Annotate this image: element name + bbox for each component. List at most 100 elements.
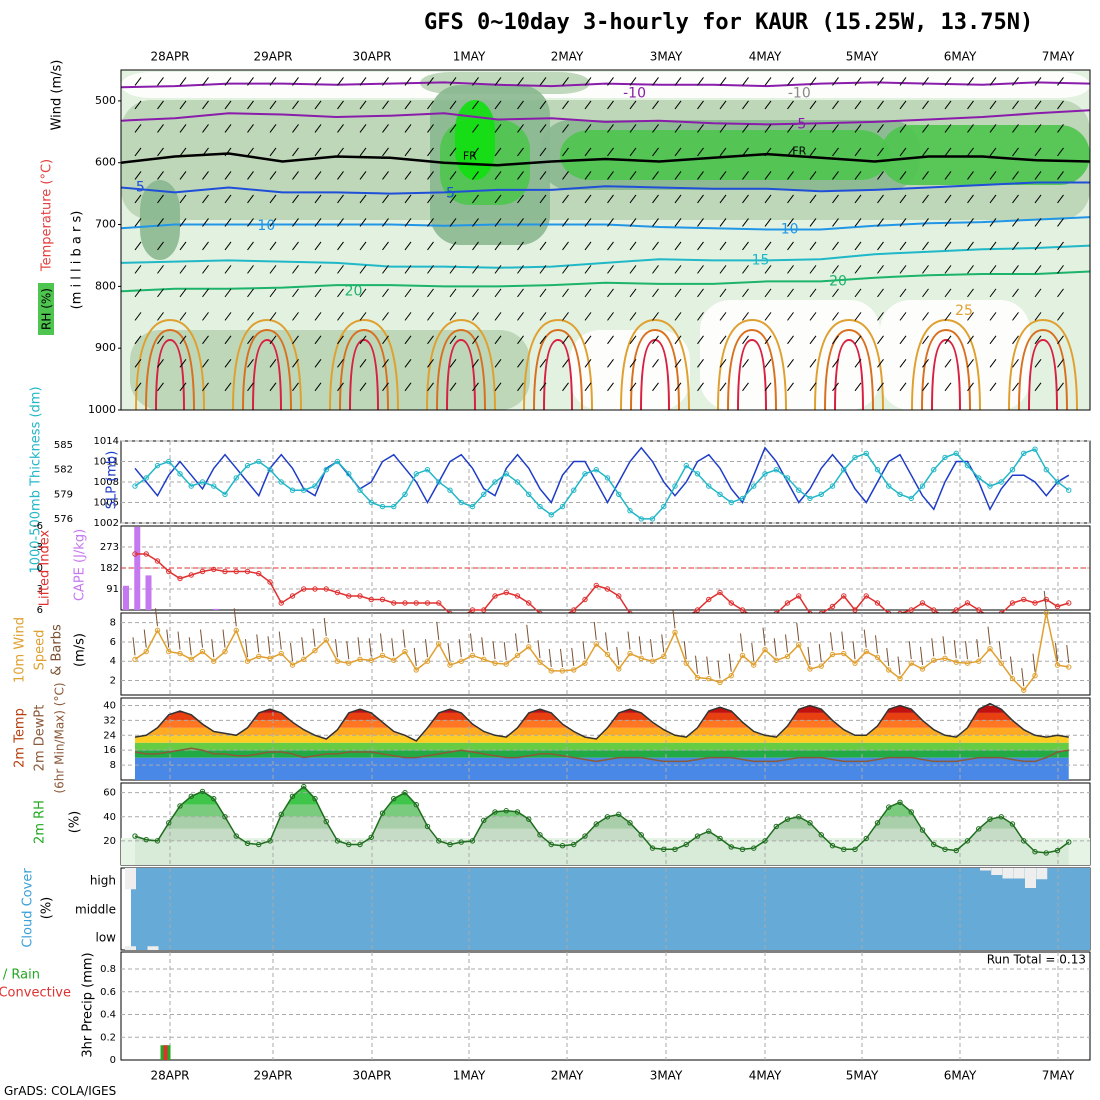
wind10-axis-label: 10m Wind — [13, 617, 28, 683]
wind-barb — [269, 288, 277, 298]
wind-barb — [584, 194, 592, 204]
cloud-high-bar — [991, 868, 1003, 875]
wind-barb — [922, 312, 929, 321]
surface-wind-barb — [200, 629, 203, 648]
wind-barb — [337, 288, 344, 298]
wind-barb — [202, 335, 209, 345]
wind-barb — [787, 241, 794, 251]
wind-speed-point — [188, 656, 194, 663]
wind-barb — [539, 171, 547, 180]
wind-barb — [562, 382, 569, 392]
wind-barb — [1012, 77, 1019, 86]
wind-speed-point — [402, 648, 408, 655]
wind-barb — [697, 100, 704, 110]
thickness-point — [942, 454, 948, 461]
wind-barb — [607, 288, 614, 298]
precip-tick-label: 0 — [110, 1055, 116, 1066]
boundary-contour — [232, 318, 302, 411]
wind-speed-point — [458, 658, 464, 664]
wind-barb — [899, 241, 907, 251]
wind-barb — [157, 241, 164, 251]
wind-barb — [652, 335, 659, 345]
wind-barb — [854, 194, 862, 204]
wind-barb — [314, 124, 322, 133]
rh-shading — [130, 330, 530, 410]
wind-barb — [202, 265, 209, 274]
wind-barb — [427, 241, 434, 251]
thickness-point — [503, 471, 509, 477]
lifted-index-point — [976, 607, 982, 613]
lifted-index-point — [908, 607, 914, 613]
wind-barb — [697, 194, 704, 204]
boundary-contour — [349, 338, 379, 411]
surface-wind-barb — [155, 608, 158, 627]
wind-barb — [179, 359, 187, 368]
wind-barb — [382, 194, 389, 204]
surface-wind-barb — [425, 639, 428, 658]
wind-speed-point — [1054, 662, 1061, 668]
rh-shading — [455, 100, 495, 180]
wind-barb — [899, 359, 907, 368]
wind-barb — [652, 194, 659, 204]
cloud-high-bar — [1013, 868, 1025, 879]
wind-barb — [292, 194, 299, 204]
wind-barb — [674, 77, 682, 86]
wind-barb — [292, 312, 299, 321]
wind-barb — [764, 359, 772, 368]
wind-barb — [944, 218, 952, 227]
cape-bar — [213, 608, 219, 610]
wind-barb — [517, 194, 524, 204]
lifted-index-point — [1066, 600, 1072, 606]
temp-axis-label: 2m Temp — [13, 708, 28, 768]
thickness-point — [368, 499, 374, 506]
credit-label: GrADS: COLA/IGES — [4, 1084, 117, 1098]
lifted-index-point — [402, 600, 408, 606]
wind-barb — [314, 312, 322, 321]
wind-speed-point — [211, 658, 217, 664]
lifted-index-point — [166, 568, 172, 575]
lifted-index-point — [143, 551, 149, 557]
relative-humidity-point — [706, 828, 712, 834]
wind-speed-point — [706, 675, 712, 682]
boundary-contour — [834, 338, 864, 411]
boundary-contour — [717, 318, 787, 411]
surface-wind-barb — [695, 655, 698, 674]
wind-barb — [179, 77, 187, 86]
wind-speed-point — [391, 657, 397, 663]
wind-barb — [179, 335, 187, 345]
surface-wind-barb — [458, 639, 462, 658]
pressure-tick-label: 700 — [95, 218, 116, 231]
lifted-index-point — [177, 575, 183, 582]
surface-wind-barb — [346, 641, 350, 660]
thickness-point — [998, 479, 1004, 485]
wind-barb — [1012, 312, 1019, 321]
wind-barb — [1034, 147, 1042, 157]
chart-title: GFS 0~10day 3-hourly for KAUR (15.25W, 1… — [424, 10, 1034, 35]
thickness-point — [649, 516, 656, 522]
wind-barb — [652, 241, 659, 251]
wind-barb — [899, 77, 907, 86]
wind-speed-point — [267, 655, 273, 662]
wind-barb — [787, 147, 794, 157]
wind-barb — [202, 218, 209, 227]
thickness-point — [919, 483, 926, 489]
wind-barb — [539, 265, 547, 274]
wind-barb — [427, 359, 434, 368]
surface-wind-barb — [728, 653, 732, 672]
pressure-tick-label: 900 — [95, 341, 116, 354]
wind-barb — [269, 124, 277, 133]
wind-barb — [764, 382, 772, 392]
wind-barb — [337, 265, 344, 274]
wind-barb — [449, 288, 457, 298]
lifted-index-point — [492, 593, 498, 599]
surface-wind-barb — [818, 644, 822, 663]
wind-speed-point — [672, 629, 678, 635]
relative-humidity-point — [289, 793, 296, 799]
wind-barb — [832, 77, 839, 86]
wind-barb — [449, 100, 457, 110]
wind-speed-point — [334, 658, 341, 664]
thickness-point — [807, 495, 813, 502]
cloud-unit-label: (%) — [40, 897, 55, 920]
wind-barb — [607, 335, 614, 345]
wind-barb — [314, 77, 322, 86]
